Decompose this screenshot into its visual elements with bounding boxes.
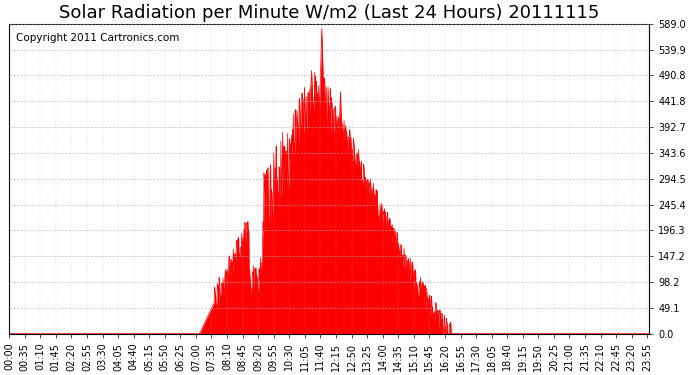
Title: Solar Radiation per Minute W/m2 (Last 24 Hours) 20111115: Solar Radiation per Minute W/m2 (Last 24…: [59, 4, 600, 22]
Text: Copyright 2011 Cartronics.com: Copyright 2011 Cartronics.com: [16, 33, 179, 43]
